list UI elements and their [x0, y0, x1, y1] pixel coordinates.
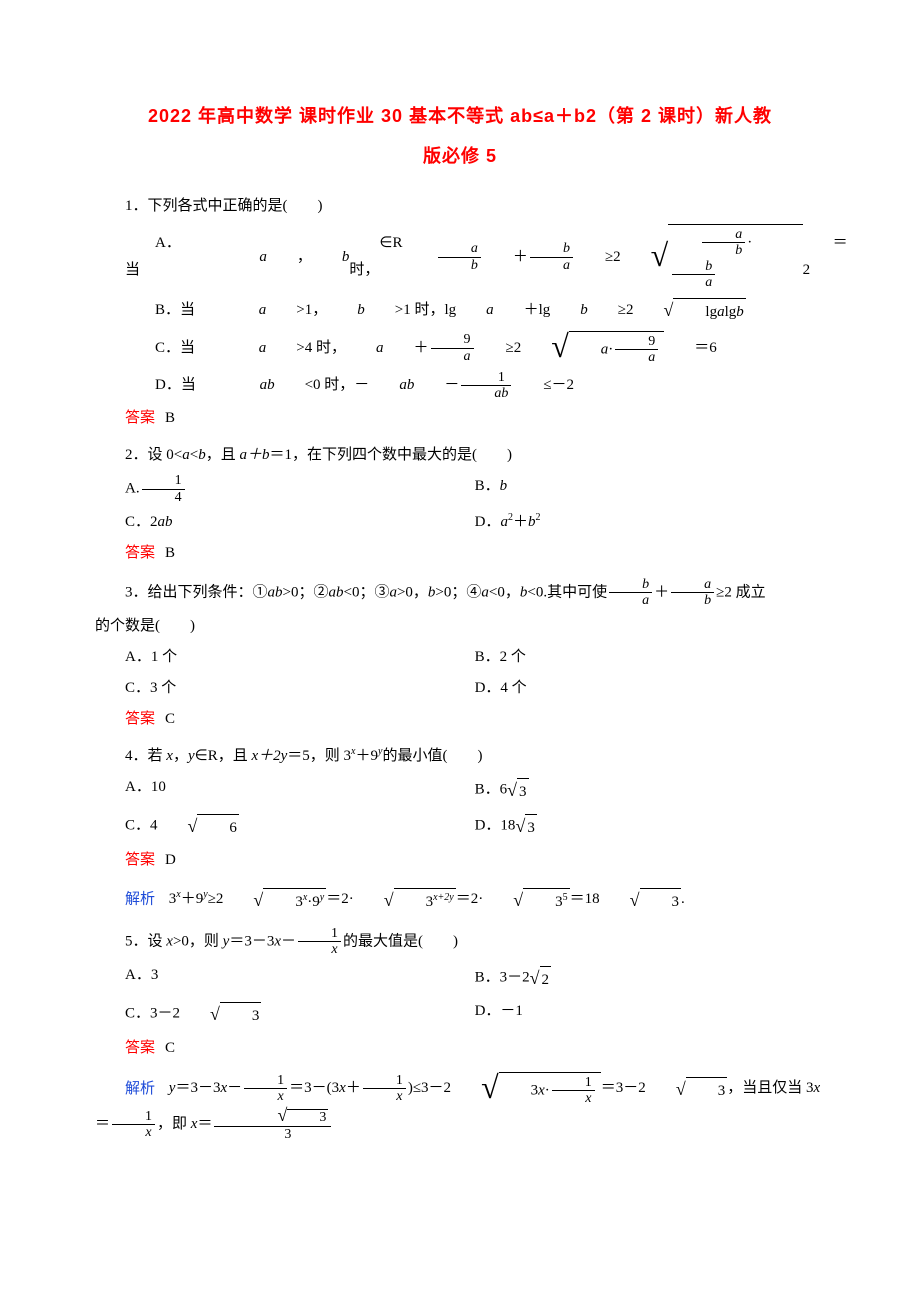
- q4-opts-cd: C．4√6 D．18√3: [95, 810, 825, 842]
- title-line-2: 版必修 5: [95, 140, 825, 172]
- q1-opt-c: C．当 a>4 时，a＋9a≥2 √a·9a＝6: [95, 331, 825, 366]
- q4-answer: 答案D: [95, 847, 825, 874]
- q3-answer: 答案C: [95, 706, 825, 733]
- q4-opts-ab: A．10 B．6√3: [95, 774, 825, 806]
- q5-opts-cd: C．3－2√3 D．－1: [95, 998, 825, 1030]
- q3-stem-end: 的个数是( ): [95, 613, 825, 640]
- q5-stem: 5．设 x>0，则 y＝3－3x－1x的最大值是( ): [95, 926, 825, 958]
- q1-answer: 答案B: [95, 405, 825, 432]
- q5-analysis: 解析 y＝3－3x－1x＝3－(3x＋1x)≤3－2√3x·1x＝3－2√3，当…: [95, 1072, 825, 1143]
- q1-opt-d: D．当 ab<0 时，－ab－1ab≤－2: [95, 370, 825, 402]
- title-line-1: 2022 年高中数学 课时作业 30 基本不等式 ab≤a＋b2（第 2 课时）…: [95, 100, 825, 132]
- q5-opts-ab: A．3 B．3－2√2: [95, 962, 825, 994]
- q3-opts-cd: C．3 个 D．4 个: [95, 675, 825, 702]
- q3-opts-ab: A．1 个 B．2 个: [95, 644, 825, 671]
- q1-opt-b: B．当 a>1，b>1 时，lga＋lgb≥2√lgalgb: [95, 294, 825, 326]
- q5-answer: 答案C: [95, 1035, 825, 1062]
- q2-opts-ab: A.14 B．b: [95, 473, 825, 505]
- q3-stem: 3．给出下列条件：①ab>0；②ab<0；③a>0，b>0；④a<0，b<0.其…: [95, 577, 825, 609]
- q2-opts-cd: C．2ab D．a2＋b2: [95, 509, 825, 536]
- q4-analysis: 解析 3x＋9y≥2√3x·9y＝2·√3x+2y＝2·√35＝18√3.: [95, 884, 825, 916]
- q2-answer: 答案B: [95, 540, 825, 567]
- q1-opt-a: A．当 a，b∈R 时， ab＋ba≥2 √ab·ba＝2: [95, 224, 825, 291]
- q1-stem: 1．下列各式中正确的是( ): [95, 193, 825, 220]
- q4-stem: 4．若 x，y∈R，且 x＋2y＝5，则 3x＋9y的最小值( ): [95, 743, 825, 770]
- q2-stem: 2．设 0<a<b，且 a＋b＝1，在下列四个数中最大的是( ): [95, 442, 825, 469]
